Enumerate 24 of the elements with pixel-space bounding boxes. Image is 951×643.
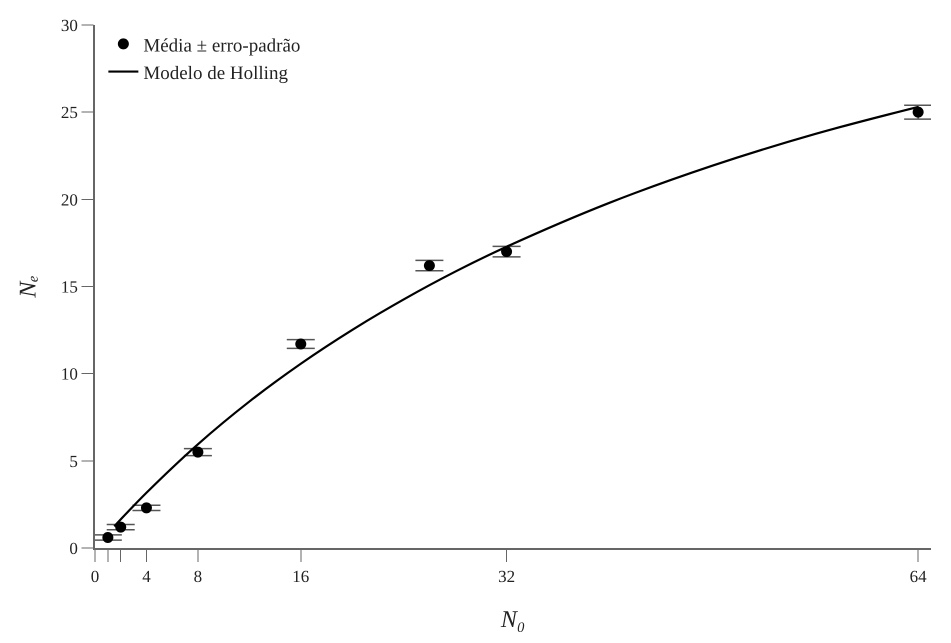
x-tick-label: 8 <box>194 567 202 586</box>
legend-label: Modelo de Holling <box>143 62 288 84</box>
x-tick-label: 4 <box>142 567 152 586</box>
y-tick-label: 15 <box>60 277 78 296</box>
x-tick-label: 0 <box>90 567 100 586</box>
y-tick-label: 30 <box>60 16 78 35</box>
y-tick-label: 20 <box>60 190 78 210</box>
x-axis-title: N₀ <box>500 606 526 633</box>
x-tick-label: 64 <box>910 567 928 586</box>
y-tick-label: 0 <box>69 538 78 558</box>
point <box>140 502 152 514</box>
y-tick-label: 10 <box>60 364 78 384</box>
point <box>295 338 306 350</box>
legend-label: Média ± erro-padrão <box>143 35 300 56</box>
y-tick-label: 25 <box>60 103 78 122</box>
point <box>912 106 924 118</box>
y-tick-label: 5 <box>69 452 78 471</box>
y-axis-title: Nₑ <box>15 275 42 299</box>
point <box>115 522 126 533</box>
point <box>102 532 114 544</box>
x-tick-label: 32 <box>498 567 516 586</box>
point <box>192 446 204 458</box>
x-tick-label: 16 <box>292 567 310 586</box>
point <box>424 260 435 272</box>
